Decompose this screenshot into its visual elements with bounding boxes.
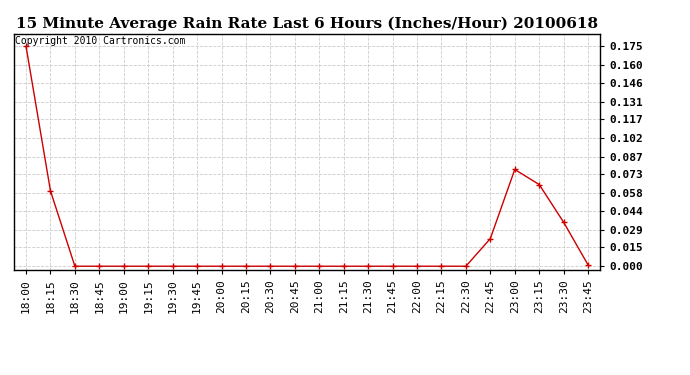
Title: 15 Minute Average Rain Rate Last 6 Hours (Inches/Hour) 20100618: 15 Minute Average Rain Rate Last 6 Hours… xyxy=(16,17,598,31)
Text: Copyright 2010 Cartronics.com: Copyright 2010 Cartronics.com xyxy=(15,36,186,46)
